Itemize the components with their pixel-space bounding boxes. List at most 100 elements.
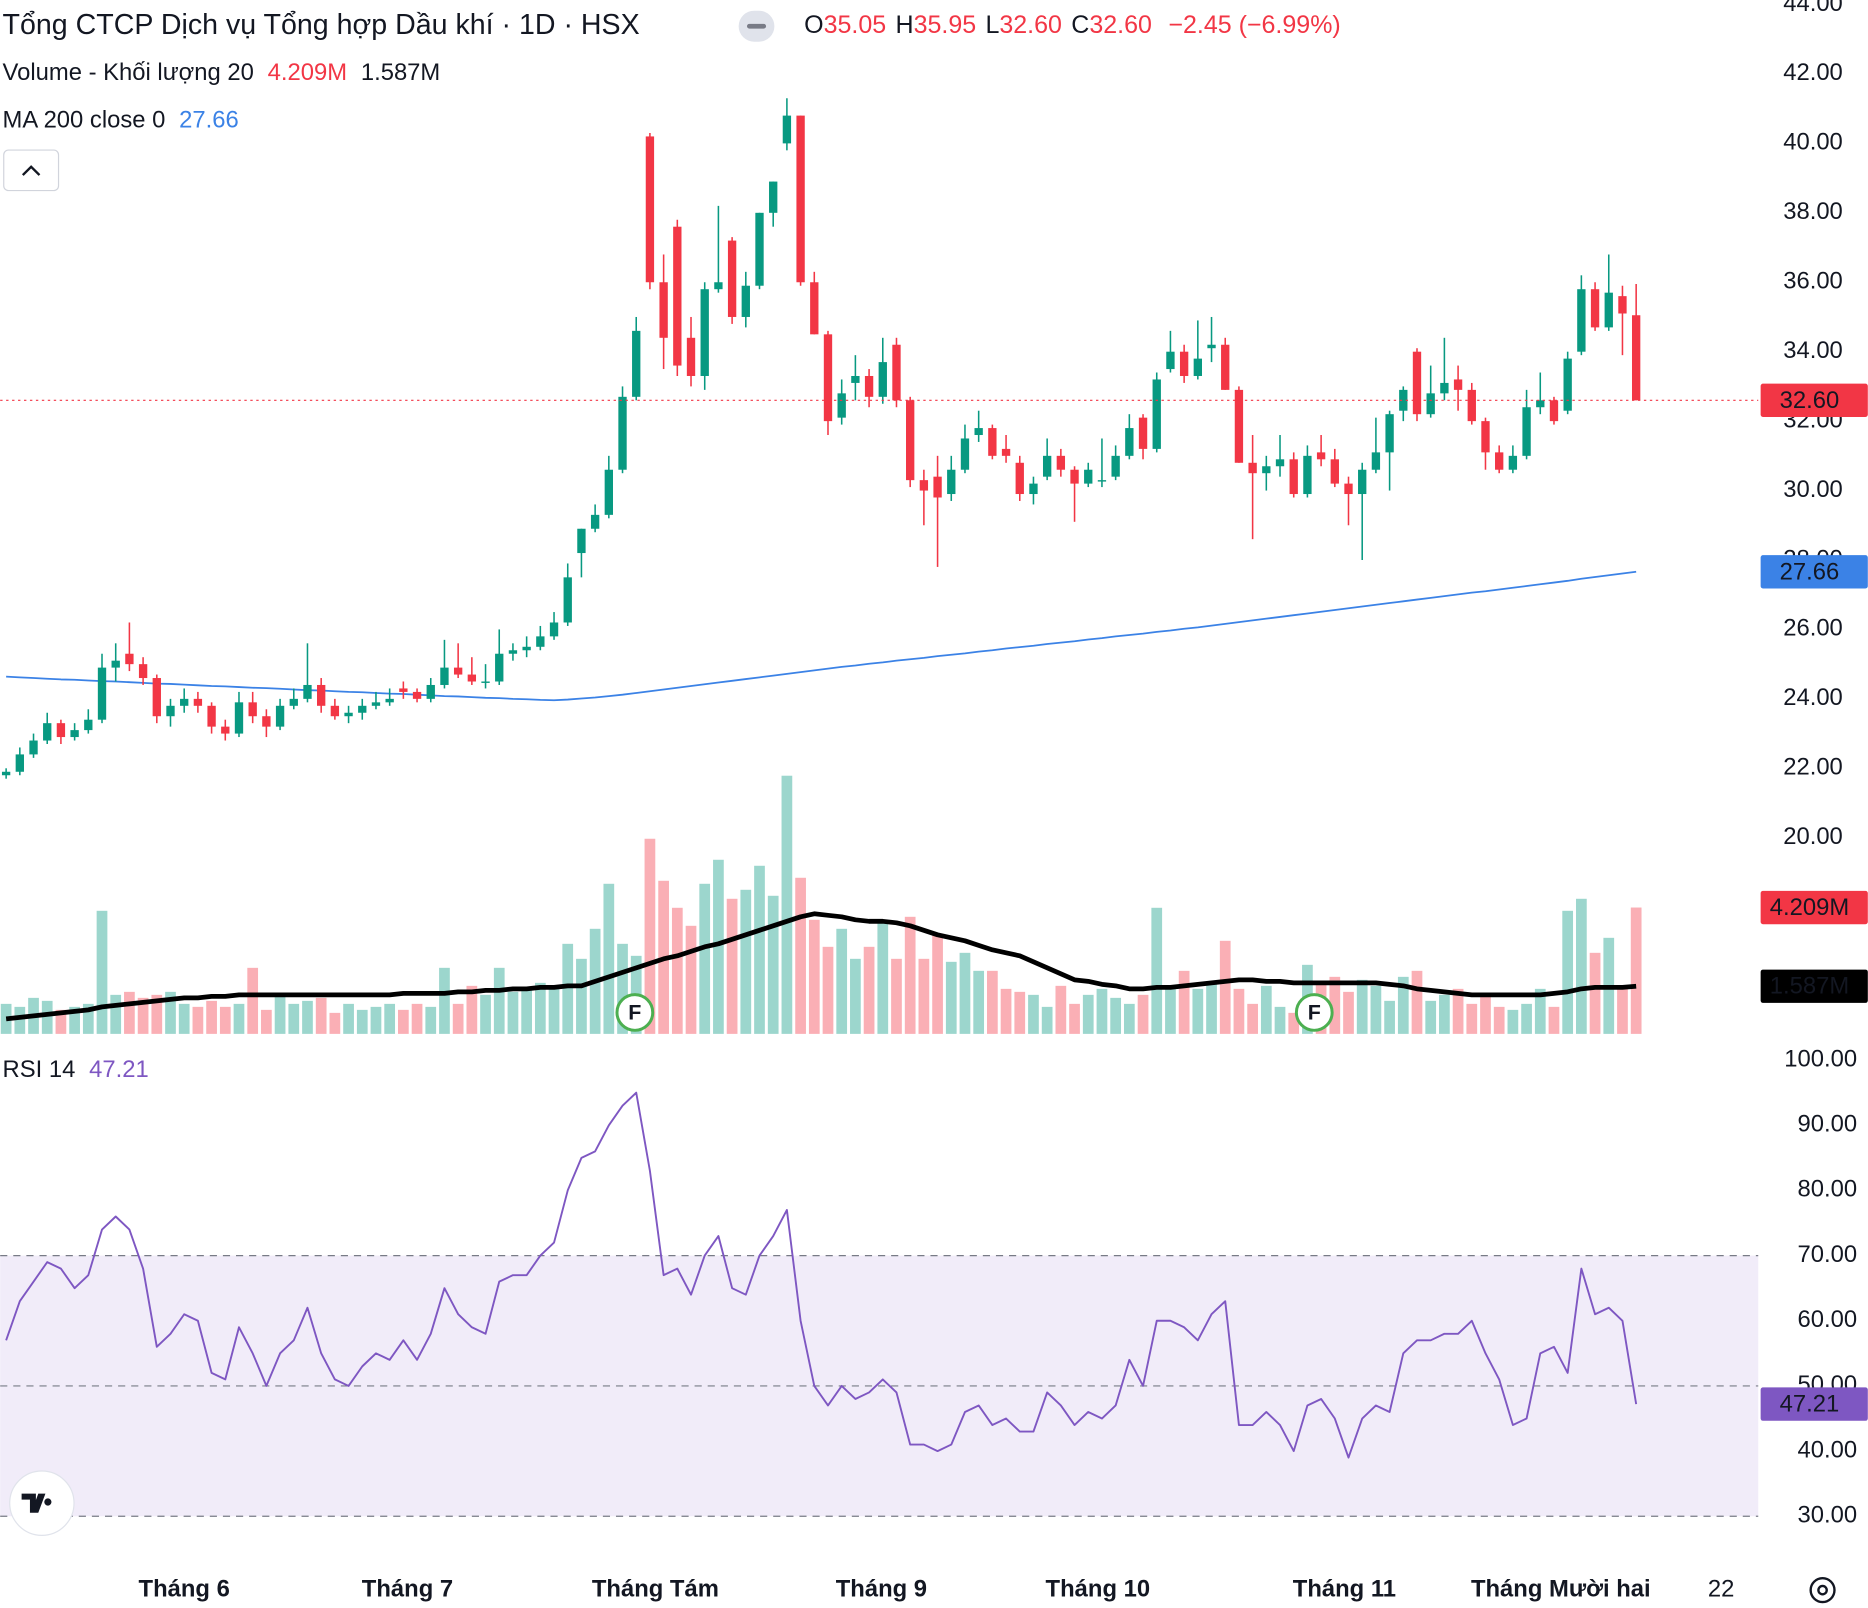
volume-bar: [206, 1000, 217, 1034]
ma200-badge-label: 27.66: [1780, 558, 1840, 585]
candle-body: [1179, 351, 1189, 376]
rsi-legend: RSI 14 47.21: [3, 1056, 149, 1083]
candle-body: [864, 375, 874, 397]
candle-body: [1015, 462, 1024, 495]
candle-body: [15, 754, 24, 772]
volume-bar: [740, 889, 752, 1034]
volume-bar: [1439, 994, 1450, 1034]
x-tick-label: Tháng 11: [1293, 1575, 1396, 1602]
volume-bar: [617, 943, 628, 1034]
candle-body: [166, 705, 175, 717]
volume-bar: [398, 1009, 409, 1034]
volume-ma-line: [5, 911, 1637, 1022]
candle-body: [1481, 421, 1490, 453]
candle-body: [1193, 358, 1202, 376]
legend-value: 27.66: [179, 107, 239, 134]
candle-body: [317, 684, 326, 706]
candle-body: [1385, 414, 1394, 453]
change: −2.45: [1168, 11, 1231, 39]
candle-body: [1549, 400, 1559, 422]
volume-bar: [1000, 988, 1012, 1034]
volume-bar: [1493, 1006, 1505, 1034]
candle-body: [111, 660, 120, 668]
candle-body: [686, 337, 696, 376]
volume-bar: [274, 994, 286, 1034]
candle-body: [1604, 292, 1613, 328]
candle-body: [1563, 358, 1572, 411]
volume-bar: [932, 934, 943, 1034]
volume-bar: [425, 1006, 437, 1034]
candle-body: [358, 705, 367, 713]
candle-body: [796, 115, 805, 283]
volume-bar: [110, 994, 122, 1034]
ma-legend: MA 200 close 0 27.66: [3, 107, 239, 134]
candle-body: [1084, 469, 1093, 484]
volume-bar: [384, 1003, 396, 1034]
y-tick-label: 26.00: [1783, 615, 1843, 642]
y-tick-label: 38.00: [1783, 198, 1843, 225]
y-tick-label: 30.00: [1783, 476, 1843, 503]
volume-bar: [219, 1006, 231, 1034]
collapse-button[interactable]: [3, 149, 60, 192]
candle-body: [947, 469, 956, 495]
volume-bar: [1397, 976, 1409, 1034]
volume-bar: [1384, 1000, 1395, 1034]
volume-bar: [850, 958, 861, 1034]
volume-bar: [69, 1006, 80, 1034]
candle-body: [714, 282, 723, 290]
candle-body: [289, 698, 298, 706]
ma200-badge: [1760, 555, 1868, 589]
candle-body: [440, 667, 449, 685]
settings-button[interactable]: [1809, 1577, 1836, 1604]
candle-body: [221, 726, 230, 734]
legend-label: MA 200 close 0: [3, 107, 166, 134]
volume-bar: [808, 919, 820, 1034]
candle-body: [275, 705, 285, 727]
volume-bar: [1480, 994, 1491, 1034]
volume-bar: [1343, 991, 1354, 1034]
ma200-line: [6, 570, 1637, 702]
volume-bar: [754, 865, 765, 1034]
candle-body: [385, 698, 394, 703]
volume-bar: [1247, 1003, 1258, 1034]
candle-body: [1, 771, 11, 776]
candle-body: [495, 653, 504, 682]
candle-body: [1577, 289, 1586, 352]
y-tick-label: 34.00: [1783, 337, 1843, 364]
candle-body: [1467, 389, 1476, 422]
candle-body: [56, 723, 66, 738]
candle-body: [700, 289, 709, 376]
candle-body: [810, 282, 819, 335]
volume-bar: [1110, 997, 1122, 1034]
candle-body: [1330, 459, 1339, 484]
volume-bar: [439, 967, 450, 1034]
volume-bar: [521, 988, 532, 1034]
candle-body: [659, 282, 668, 338]
candle-body: [536, 636, 545, 647]
candle-body: [1234, 389, 1244, 463]
volume-bar: [1274, 1006, 1286, 1034]
candle-body: [1412, 351, 1422, 415]
volume-bar: [1137, 994, 1149, 1034]
y-tick-label: 42.00: [1783, 59, 1843, 86]
candle-body: [1358, 469, 1367, 495]
candle-body: [1070, 469, 1079, 484]
volume-bar: [767, 895, 779, 1034]
volume-bar: [836, 928, 848, 1034]
volume-bar: [822, 946, 834, 1034]
legend-value: 1.587M: [361, 59, 440, 86]
candle-body: [1618, 296, 1627, 314]
candle-body: [1316, 452, 1326, 460]
ohlc-letter: O: [804, 11, 823, 39]
candle-body: [1001, 448, 1011, 456]
volume-bar: [124, 991, 135, 1034]
candle-body: [1508, 455, 1518, 470]
rsi-tick-label: 60.00: [1798, 1306, 1858, 1333]
chart-title: Tổng CTCP Dịch vụ Tổng hợp Dầu khí · 1D …: [3, 9, 640, 41]
volume-bar: [315, 997, 327, 1034]
candle-body: [1303, 455, 1312, 495]
candle-body: [974, 428, 983, 436]
rsi-tick-label: 80.00: [1798, 1176, 1858, 1203]
volume-bar: [356, 1009, 368, 1034]
